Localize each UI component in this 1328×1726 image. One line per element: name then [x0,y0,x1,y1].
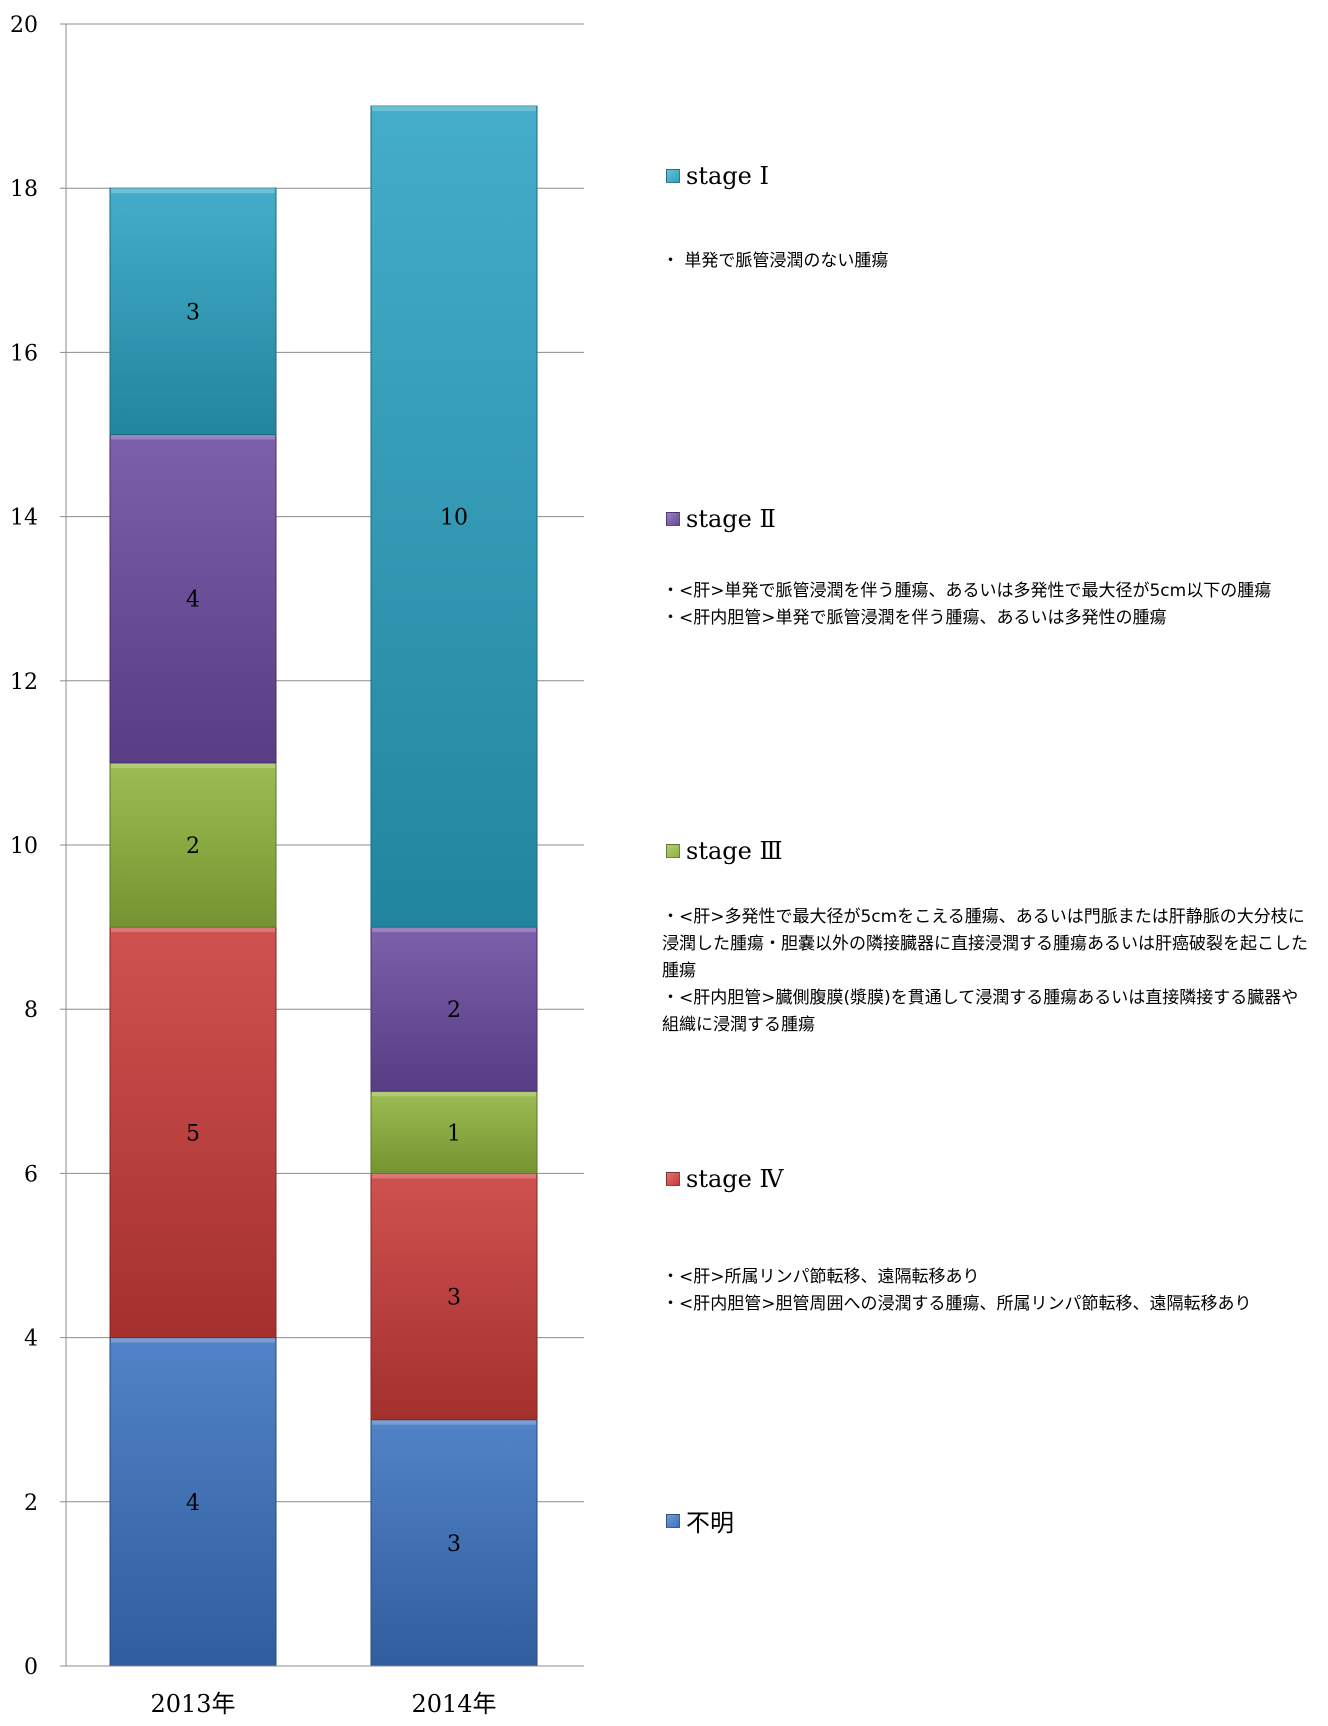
y-tick-label: 4 [24,1327,38,1352]
legend-swatch [666,1513,680,1528]
legend-description: ・<肝>単発で脈管浸潤を伴う腫瘍、あるいは多発性で最大径が5cm以下の腫瘍 ・<… [662,581,1272,628]
x-category-label: 2013年 [150,1690,235,1718]
bar-segment-bevel [372,1419,536,1425]
bar-segment-bevel [372,1173,536,1179]
x-category-label: 2014年 [411,1690,496,1718]
legend-description: ・<肝>所属リンパ節転移、遠隔転移あり ・<肝内胆管>胆管周囲への浸潤する腫瘍、… [662,1267,1252,1314]
y-tick-label: 18 [10,177,38,202]
bar-segment [370,1419,538,1667]
bar-segment-bevel [111,927,275,933]
bar-segment-bevel [111,188,275,194]
bar-segment [370,1172,538,1421]
data-label: 4 [186,1491,200,1516]
data-label: 3 [447,1286,461,1311]
y-tick-label: 8 [24,998,38,1023]
legend-label: stage Ⅱ [686,505,776,533]
legend-swatch [666,1172,680,1186]
legend-label: stage Ⅳ [686,1165,784,1193]
data-label: 3 [186,300,200,325]
bar-segment [109,187,277,435]
y-tick-label: 6 [24,1162,38,1187]
bar-segment [109,434,277,764]
legend-label: stage Ⅲ [686,837,783,865]
legend-item: stage Ⅱ [666,505,776,533]
data-label: 4 [186,588,200,613]
bar-segment-bevel [111,762,275,768]
bar-segment-bevel [372,927,536,933]
bar-segment [370,926,538,1092]
bar-segment [109,926,277,1339]
legend-swatch [666,844,680,858]
data-label: 5 [186,1121,200,1146]
legend-swatch [666,169,680,183]
bars: 4 5 2 4 3 3 3 1 2 10 [109,105,538,1667]
legend-description: ・ 単発で脈管浸潤のない腫瘍 [662,251,889,271]
data-label: 3 [447,1532,461,1557]
legend-label: stage Ⅰ [686,162,769,190]
y-tick-label: 10 [10,834,38,859]
data-label: 2 [447,998,461,1023]
bar-segment [370,105,538,928]
bar-segment-bevel [372,106,536,112]
y-tick-label: 0 [24,1655,38,1680]
y-tick-label: 20 [10,13,38,38]
y-tick-label: 14 [10,506,38,531]
y-tick-label: 12 [10,670,38,695]
legend-description: ・<肝>多発性で最大径が5cmをこえる腫瘍、あるいは門脈または肝静脈の大分枝に浸… [662,907,1308,1035]
legend-item: stage Ⅰ [666,162,769,190]
data-label: 1 [447,1121,461,1146]
bar-segment-bevel [111,434,275,440]
legend-swatch [666,512,680,526]
bar-segment [109,762,277,928]
y-tick-label: 16 [10,341,38,366]
data-label: 10 [440,506,468,531]
y-tick-label: 2 [24,1491,38,1516]
bar-segment [370,1090,538,1174]
legend-item: 不明 [666,1503,734,1538]
legend-label: 不明 [686,1509,734,1537]
bar-segment-bevel [111,1337,275,1343]
legend-item: stage Ⅲ [666,837,783,865]
bar-segment-bevel [372,1091,536,1097]
legend-item: stage Ⅳ [666,1165,783,1193]
data-label: 2 [186,834,200,859]
